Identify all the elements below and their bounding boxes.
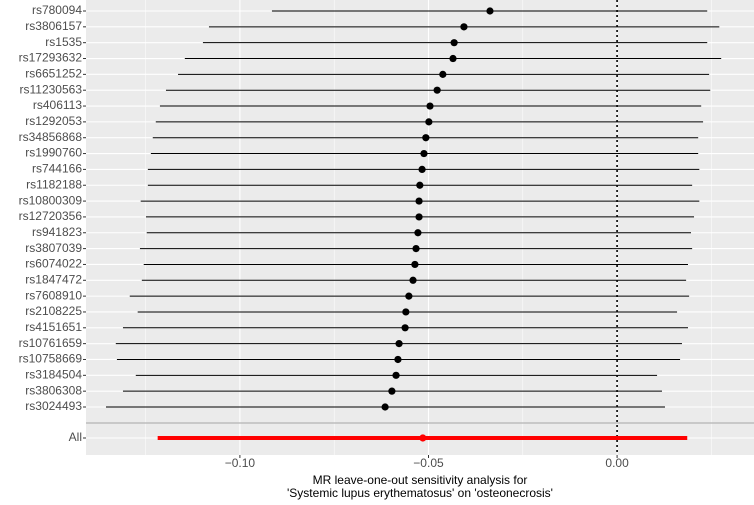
y-tick-label: rs1292053 — [25, 114, 82, 128]
y-tick-label: rs3184504 — [25, 367, 82, 381]
y-tick-label: rs3024493 — [25, 399, 82, 413]
point-estimate — [412, 245, 420, 253]
panel — [86, 0, 754, 455]
point-estimate — [450, 39, 458, 47]
point-estimate — [411, 260, 419, 269]
point-estimate — [415, 197, 423, 205]
point-estimate — [418, 165, 426, 173]
point-estimate — [426, 102, 434, 110]
y-tick-label: rs10758669 — [19, 352, 83, 366]
y-tick-label: rs1990760 — [25, 146, 82, 160]
y-tick-label: rs2108225 — [25, 304, 82, 318]
y-tick-label: rs3806157 — [25, 19, 82, 33]
point-estimate — [416, 181, 424, 189]
point-estimate — [388, 387, 396, 395]
y-tick-label: rs12720356 — [19, 209, 83, 223]
point-estimate — [449, 54, 457, 63]
y-tick-label: rs1535 — [45, 35, 82, 49]
y-tick-label: rs4151651 — [25, 320, 82, 334]
y-tick-label: rs10800309 — [19, 193, 83, 207]
point-estimate — [415, 213, 423, 221]
y-tick-label: rs3806308 — [25, 383, 82, 397]
y-tick-label: rs744166 — [32, 162, 82, 176]
y-tick-label: rs11230563 — [20, 82, 83, 96]
point-estimate — [433, 86, 441, 94]
point-estimate — [409, 276, 417, 284]
y-tick-label: rs10761659 — [19, 336, 83, 350]
point-estimate — [460, 23, 468, 31]
y-tick-label: rs780094 — [32, 3, 82, 17]
point-estimate — [394, 355, 402, 364]
point-estimate — [420, 149, 428, 158]
point-estimate — [439, 70, 447, 78]
y-tick-label: rs3807039 — [25, 241, 82, 255]
y-tick-label: rs6074022 — [25, 257, 82, 271]
point-estimate — [414, 229, 422, 237]
point-estimate — [405, 292, 413, 300]
x-axis-title: 'Systemic lupus erythematosus' on 'osteo… — [287, 486, 553, 500]
y-tick-label: All — [69, 430, 82, 444]
point-estimate — [392, 371, 400, 379]
x-tick-label: −0.05 — [413, 456, 444, 470]
y-tick-label: rs1182188 — [26, 177, 82, 191]
point-estimate — [425, 118, 433, 126]
y-tick-label: rs17293632 — [19, 51, 83, 65]
x-axis-title: MR leave-one-out sensitivity analysis fo… — [313, 473, 528, 487]
point-estimate — [422, 134, 430, 142]
y-tick-label: rs34856868 — [19, 130, 83, 144]
y-tick-label: rs6651252 — [25, 67, 82, 81]
y-tick-label: rs406113 — [33, 98, 82, 112]
point-estimate — [486, 7, 494, 15]
x-tick-label: −0.10 — [225, 456, 256, 470]
y-tick-label: rs1847472 — [25, 272, 82, 286]
point-estimate — [395, 340, 403, 348]
y-tick-label: rs941823 — [32, 225, 82, 239]
y-tick-label: rs7608910 — [25, 288, 82, 302]
summary-estimate — [419, 434, 427, 442]
point-estimate — [401, 324, 409, 332]
point-estimate — [402, 308, 410, 316]
x-tick-label: 0.00 — [605, 456, 629, 470]
point-estimate — [381, 403, 389, 411]
